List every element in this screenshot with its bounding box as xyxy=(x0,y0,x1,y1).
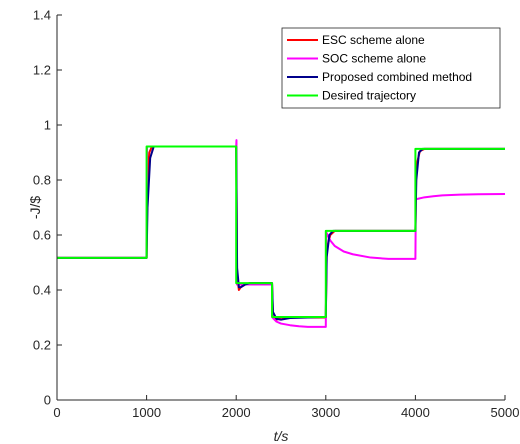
x-tick-label: 5000 xyxy=(491,405,520,420)
y-tick-label: 1.2 xyxy=(33,63,51,78)
x-tick-label: 4000 xyxy=(401,405,430,420)
y-tick-label: 0.2 xyxy=(33,338,51,353)
x-tick-label: 2000 xyxy=(222,405,251,420)
series-layer xyxy=(57,139,506,328)
x-tick-label: 1000 xyxy=(132,405,161,420)
legend-label: SOC scheme alone xyxy=(322,52,426,66)
legend-box xyxy=(281,27,501,109)
series-line-4 xyxy=(57,145,505,318)
y-tick-label: 0.8 xyxy=(33,173,51,188)
legend-label: Proposed combined method xyxy=(322,70,472,84)
ticks-layer: 0 1000 2000 3000 4000 5000 0 0.2 0.4 0.6 0.8 1 1.2 1.… xyxy=(33,8,520,421)
x-tick-label: 3000 xyxy=(311,405,340,420)
y-tick-label: 1.4 xyxy=(33,8,51,23)
y-tick-label: 0.4 xyxy=(33,283,51,298)
y-tick-label: 0.6 xyxy=(33,228,51,243)
legend: ESC scheme alone SOC scheme alone Proposed… xyxy=(281,27,501,109)
legend-label: Desired trajectory xyxy=(322,89,416,103)
x-axis-title: t/s xyxy=(274,428,289,444)
legend-label: ESC scheme alone xyxy=(322,33,425,47)
axes-layer xyxy=(56,15,505,401)
y-axis-title: -J/$ xyxy=(27,196,43,220)
series-line-2 xyxy=(57,139,506,328)
y-tick-label: 0 xyxy=(44,393,51,408)
y-tick-label: 1 xyxy=(44,118,51,133)
x-tick-label: 0 xyxy=(53,405,60,420)
